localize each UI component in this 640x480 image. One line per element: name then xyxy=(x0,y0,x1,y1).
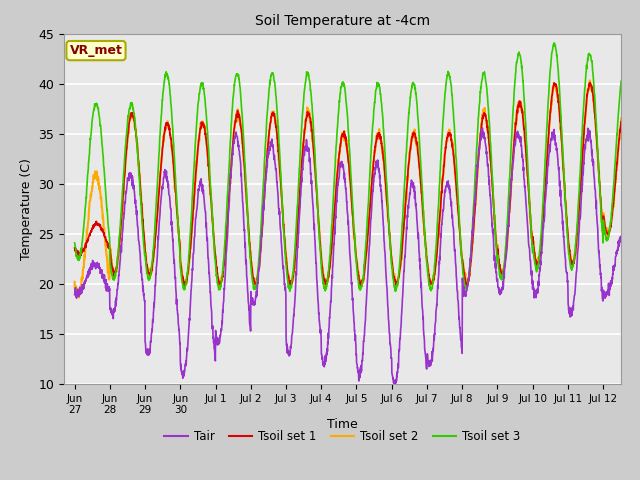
Text: VR_met: VR_met xyxy=(70,44,122,57)
Legend: Tair, Tsoil set 1, Tsoil set 2, Tsoil set 3: Tair, Tsoil set 1, Tsoil set 2, Tsoil se… xyxy=(159,426,525,448)
X-axis label: Time: Time xyxy=(327,418,358,431)
Title: Soil Temperature at -4cm: Soil Temperature at -4cm xyxy=(255,14,430,28)
Y-axis label: Temperature (C): Temperature (C) xyxy=(20,158,33,260)
